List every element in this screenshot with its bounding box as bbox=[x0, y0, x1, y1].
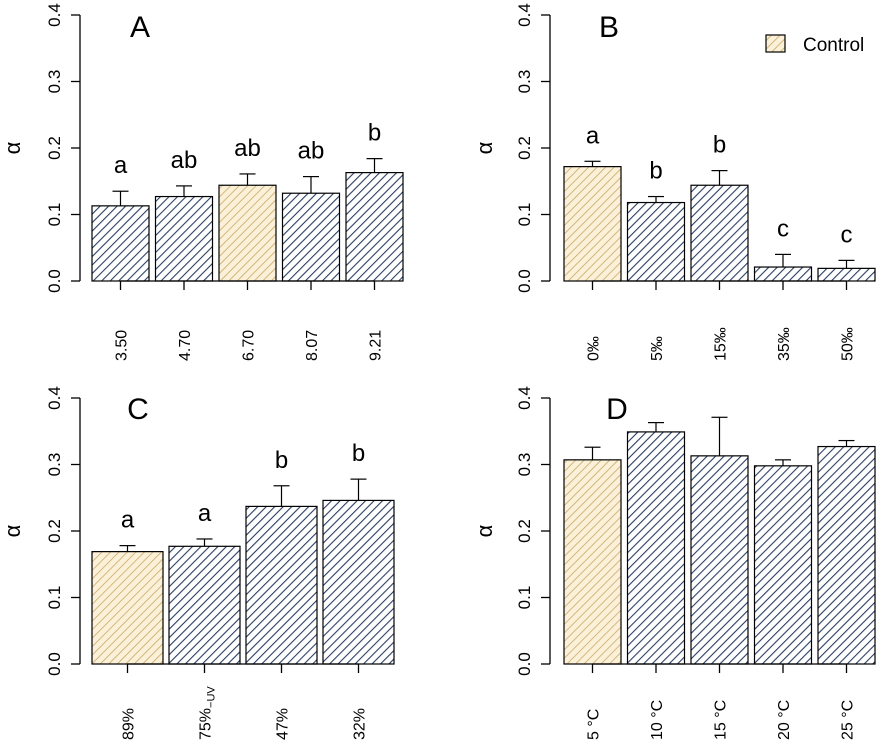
y-tick-label: 0.1 bbox=[45, 203, 64, 227]
bar-control bbox=[563, 459, 622, 665]
bar bbox=[690, 184, 749, 282]
significance-letter: a bbox=[586, 122, 600, 149]
y-axis-label: α bbox=[472, 141, 497, 154]
y-tick-label: 0.3 bbox=[515, 70, 534, 94]
significance-letter: ab bbox=[171, 147, 198, 174]
panel-label: B bbox=[599, 11, 619, 44]
panel-c: 0.0 0.1 0.2 0.3 0.4 α Ca 89% a 75%−UV b 47% b 32% bbox=[0, 386, 395, 740]
x-tick-label: 9.21 bbox=[368, 330, 385, 361]
significance-letter: ab bbox=[234, 135, 261, 162]
y-axis-label: α bbox=[472, 524, 497, 537]
panel-label: C bbox=[127, 393, 149, 426]
bar bbox=[690, 455, 749, 665]
x-tick-label: 20 °C bbox=[776, 700, 793, 740]
x-tick-label: 47% bbox=[275, 708, 292, 740]
bar bbox=[322, 499, 395, 665]
bar bbox=[345, 172, 404, 282]
bar bbox=[91, 205, 150, 282]
significance-letter: c bbox=[841, 221, 853, 248]
significance-letter: a bbox=[121, 507, 135, 534]
x-tick-label: 15‰ bbox=[713, 327, 730, 361]
panel-label: A bbox=[130, 11, 150, 44]
y-tick-label: 0.3 bbox=[515, 453, 534, 477]
y-tick-label: 0.0 bbox=[45, 269, 64, 293]
significance-letter: b bbox=[275, 447, 288, 474]
bar bbox=[245, 505, 318, 665]
y-tick-label: 0.3 bbox=[45, 453, 64, 477]
significance-letter: ab bbox=[298, 138, 325, 165]
legend-label: Control bbox=[803, 35, 864, 56]
bar-control bbox=[563, 166, 622, 282]
y-axis-label: α bbox=[0, 524, 25, 537]
x-tick-label: 5 °C bbox=[586, 709, 603, 740]
y-tick-label: 0.4 bbox=[515, 3, 534, 27]
x-tick-label: 50‰ bbox=[840, 327, 857, 361]
significance-letter: b bbox=[368, 120, 381, 147]
x-tick-label: 35‰ bbox=[776, 327, 793, 361]
y-tick-label: 0.0 bbox=[45, 652, 64, 676]
y-tick-label: 0.4 bbox=[45, 386, 64, 410]
y-tick-label: 0.2 bbox=[515, 136, 534, 160]
y-tick-label: 0.0 bbox=[515, 652, 534, 676]
x-tick-label: 25 °C bbox=[840, 700, 857, 740]
x-tick-label: 3.50 bbox=[114, 330, 131, 361]
y-tick-label: 0.1 bbox=[515, 203, 534, 227]
y-tick-label: 0.2 bbox=[45, 519, 64, 543]
x-tick-label: 8.07 bbox=[304, 330, 321, 361]
y-tick-label: 0.2 bbox=[45, 136, 64, 160]
bar bbox=[281, 192, 341, 282]
y-tick-label: 0.4 bbox=[45, 3, 64, 27]
x-tick-label: 89% bbox=[121, 708, 138, 740]
bar bbox=[817, 267, 876, 282]
bar bbox=[753, 266, 813, 282]
bar bbox=[626, 201, 686, 282]
bar bbox=[154, 195, 214, 282]
bar bbox=[626, 431, 686, 665]
y-axis-label: α bbox=[0, 141, 25, 154]
x-tick-label: 6.70 bbox=[241, 330, 258, 361]
y-tick-label: 0.1 bbox=[45, 586, 64, 610]
legend: Control bbox=[765, 34, 864, 56]
panel-a: 0.0 0.1 0.2 0.3 0.4 α Aa 3.50 ab 4.70 ab 6.70 ab 8.07… bbox=[0, 3, 404, 361]
significance-letter: b bbox=[649, 158, 662, 185]
x-tick-label: 5‰ bbox=[649, 336, 666, 361]
significance-letter: a bbox=[198, 500, 212, 527]
significance-letter: b bbox=[713, 132, 726, 159]
panel-label: D bbox=[606, 393, 628, 426]
y-tick-label: 0.1 bbox=[515, 586, 534, 610]
x-tick-label: 4.70 bbox=[177, 330, 194, 361]
bar bbox=[817, 445, 876, 665]
y-tick-label: 0.0 bbox=[515, 269, 534, 293]
panel-d: 0.0 0.1 0.2 0.3 0.4 α D 5 °C 10 °C 15 °C 20 °C 25 °… bbox=[472, 386, 876, 740]
x-tick-label: 0‰ bbox=[586, 336, 603, 361]
y-tick-label: 0.4 bbox=[515, 386, 534, 410]
bar-control bbox=[91, 551, 164, 665]
significance-letter: a bbox=[114, 152, 128, 179]
significance-letter: c bbox=[777, 215, 789, 242]
y-tick-label: 0.2 bbox=[515, 519, 534, 543]
x-tick-label: 15 °C bbox=[713, 700, 730, 740]
bar bbox=[168, 545, 241, 665]
significance-letter: b bbox=[352, 440, 365, 467]
bar-control bbox=[218, 184, 277, 282]
x-tick-label: 32% bbox=[352, 708, 369, 740]
y-tick-label: 0.3 bbox=[45, 70, 64, 94]
bar bbox=[753, 465, 813, 665]
x-tick-label: 75%−UV bbox=[198, 686, 218, 740]
panel-b: 0.0 0.1 0.2 0.3 0.4 α Ba 0‰ b 5‰ b 15‰ c 35‰ c 50‰ bbox=[472, 3, 876, 361]
legend-swatch bbox=[765, 34, 786, 53]
x-tick-label: 10 °C bbox=[649, 700, 666, 740]
